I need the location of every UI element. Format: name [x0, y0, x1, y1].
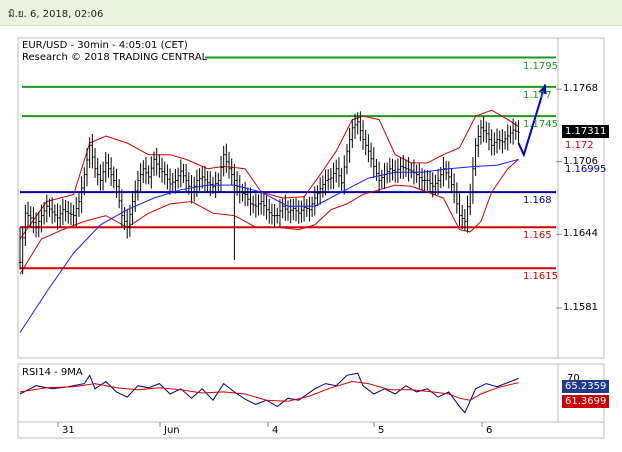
moving-average: [19, 158, 519, 333]
date-axis: [17, 421, 605, 439]
level-label-support: 1.165: [523, 230, 552, 242]
price-marker-pivot: 1.16995: [565, 164, 607, 176]
date-tick-label: Jun: [164, 425, 180, 436]
rsi-scale-label: 70: [567, 373, 580, 384]
rsi-title: RSI14 - 9MA: [22, 367, 83, 378]
symbol-line: EUR/USD - 30min - 4:05:01 (CET): [22, 40, 188, 51]
forecast-arrow-line: [517, 84, 547, 158]
research-line: Research © 2018 TRADING CENTRAL: [22, 52, 208, 63]
rsi-axis: [557, 363, 605, 423]
price-marker-support: 1.172: [565, 140, 594, 152]
rsi-ma-tag: 61.3699: [562, 395, 610, 408]
moving-average-line: [19, 158, 519, 333]
forecast-arrow: [517, 84, 547, 158]
date-tick-label: 31: [62, 425, 75, 436]
price-tick-label: 1.1581: [563, 302, 598, 313]
rsi-line: [19, 372, 519, 414]
last-price-tag: 1.17311: [562, 125, 610, 139]
price-tick-label: 1.1644: [563, 228, 598, 240]
level-label-resistance: 1.1795: [523, 60, 558, 72]
price-tick-label: 1.1706: [563, 155, 598, 167]
level-label-resistance: 1.1745: [523, 119, 558, 131]
bollinger-lower: [19, 159, 519, 275]
rsi-value-tag: 65.2359: [562, 380, 610, 393]
price-tick-label: 1.1768: [563, 83, 598, 95]
level-label-resistance: 1.177: [523, 89, 552, 101]
level-lines: [20, 56, 556, 270]
level-label-support: 1.1615: [523, 271, 558, 283]
header-bar: มิ.ย. 6, 2018, 02:06: [0, 0, 622, 26]
axis-ticks: [57, 88, 562, 427]
date-tick-label: 6: [486, 425, 493, 436]
rsi-lines: [19, 372, 519, 414]
rsi-panel: [17, 363, 559, 423]
timestamp: มิ.ย. 6, 2018, 02:06: [8, 9, 104, 20]
price-axis: [557, 37, 605, 359]
date-tick-label: 5: [378, 425, 385, 436]
date-tick-label: 4: [272, 425, 279, 436]
forecast-arrow-head: [538, 84, 547, 95]
level-label-pivot: 1.168: [523, 195, 552, 207]
rsi-ma-line: [19, 380, 519, 402]
